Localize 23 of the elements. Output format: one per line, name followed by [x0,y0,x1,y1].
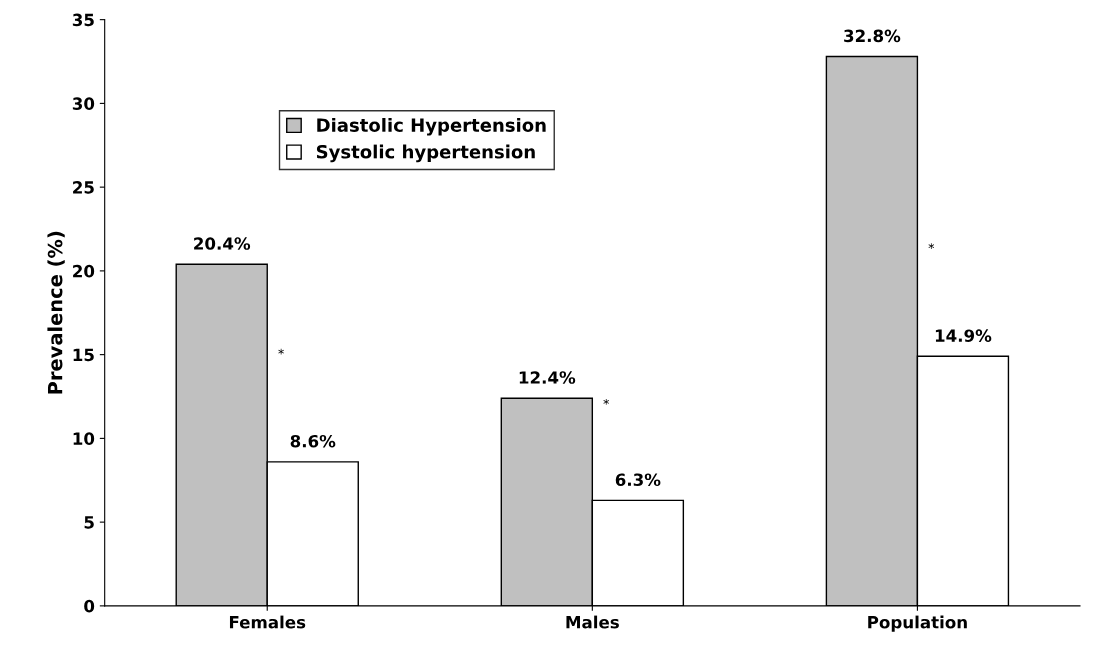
y-tick-label: 10 [73,432,95,445]
y-tick-label: 15 [73,348,94,362]
y-tick-label: 35 [72,13,94,27]
y-tick-label: 0 [84,599,95,613]
y-tick-label: 20 [73,264,95,278]
x-tick-label: Population [868,615,967,632]
annotation: * [603,399,609,405]
y-tick-label: 5 [84,516,94,529]
data-label: 8.6% [290,434,336,448]
x-tick-label: Females [229,615,306,629]
x-tick-label: Males [566,615,619,629]
y-axis-title: Prevalence (%) [47,231,65,394]
annotation: * [928,243,935,249]
data-label: 6.3% [615,473,661,487]
data-label: 32.8% [844,29,901,43]
legend-label: Systolic hypertension [316,144,535,163]
annotation: * [278,348,284,355]
data-label: 14.9% [935,329,992,342]
data-label: 12.4% [519,371,576,384]
y-tick-label: 25 [73,181,94,194]
y-tick-label: 30 [72,97,95,110]
legend-label: Diastolic Hypertension [317,117,546,136]
data-label: 20.4% [194,237,251,250]
